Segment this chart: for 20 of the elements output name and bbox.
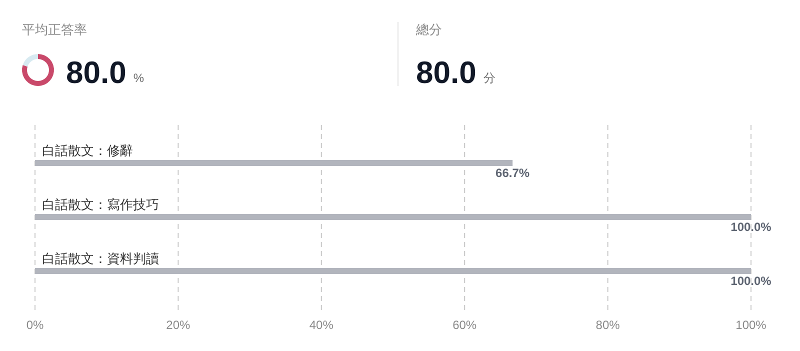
donut-slice (22, 54, 38, 67)
text: 分 (483, 71, 496, 85)
text: 總分 (415, 22, 442, 37)
text: 80.0 (416, 55, 476, 90)
x-tick-label: 40% (309, 318, 334, 332)
text: 80.0 (66, 55, 126, 90)
x-tick-label: 60% (452, 318, 477, 332)
y-tick-label: 白話散文：寫作技巧 (42, 197, 159, 212)
text: 平均正答率 (22, 22, 87, 37)
y-tick-label: 白話散文：資料判讀 (42, 251, 159, 266)
data-label: 66.7% (496, 166, 530, 180)
data-label: 100.0% (730, 274, 772, 288)
data-label: 100.0% (730, 220, 772, 234)
y-tick-label: 白話散文：修辭 (42, 143, 133, 158)
donut-slice (22, 54, 54, 86)
x-tick-label: 0% (26, 318, 44, 332)
x-tick-label: 80% (596, 318, 620, 332)
text: % (133, 71, 144, 85)
x-tick-label: 20% (166, 318, 191, 332)
x-tick-label: 100% (736, 318, 767, 332)
